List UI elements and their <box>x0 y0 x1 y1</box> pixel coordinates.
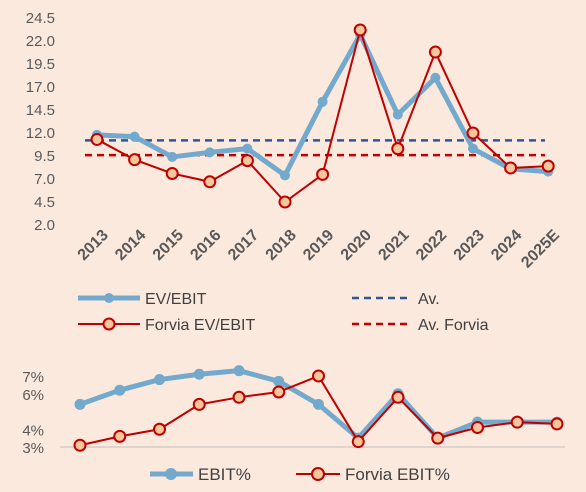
data-point-ev-ebit <box>129 131 140 142</box>
x-tick-label: 2017 <box>225 227 262 264</box>
data-point-ebit <box>273 375 285 387</box>
data-point-forvia-ebit <box>192 397 206 411</box>
data-point-ebit <box>74 398 86 410</box>
data-point-forvia-ebit <box>431 431 445 445</box>
data-point-forvia-ebit <box>391 390 405 404</box>
legend-label-forvia-ev-ebit: Forvia EV/EBIT <box>145 317 255 334</box>
data-point-forvia-ev-ebit <box>90 132 104 146</box>
legend-label-ebit: EBIT% <box>198 465 251 484</box>
x-tick-label: 2018 <box>263 227 300 264</box>
y-tick-label: 24.5 <box>26 10 55 27</box>
legend-label-av: Av. <box>418 291 440 308</box>
data-point-forvia-ev-ebit <box>504 161 518 175</box>
x-tick-label: 2015 <box>150 227 187 264</box>
data-point-ev-ebit <box>242 143 253 154</box>
data-point-forvia-ebit <box>113 429 127 443</box>
data-point-ev-ebit <box>280 170 290 181</box>
data-point-forvia-ebit <box>510 415 524 429</box>
data-point-forvia-ev-ebit <box>203 175 217 189</box>
y-tick-label: 3% <box>22 440 44 457</box>
x-tick-label: 2019 <box>300 227 337 264</box>
data-point-forvia-ev-ebit <box>353 23 367 37</box>
data-point-forvia-ev-ebit <box>316 167 330 181</box>
data-point-ev-ebit <box>167 151 178 162</box>
legend-marker-ebit <box>165 468 177 480</box>
data-point-forvia-ev-ebit <box>278 195 292 209</box>
data-point-forvia-ebit <box>153 422 166 436</box>
y-tick-label: 4.5 <box>34 194 55 211</box>
data-point-forvia-ev-ebit <box>391 142 405 156</box>
data-point-ev-ebit <box>430 72 441 83</box>
data-point-ev-ebit <box>468 143 478 154</box>
data-point-ev-ebit <box>392 109 403 120</box>
x-tick-label: 2025E <box>518 227 563 272</box>
legend-marker-ev-ebit <box>104 293 114 303</box>
y-tick-label: 22.0 <box>26 33 55 50</box>
x-tick-label: 2013 <box>75 227 112 264</box>
data-point-forvia-ev-ebit <box>428 45 442 59</box>
data-point-forvia-ebit <box>232 390 246 404</box>
data-point-forvia-ev-ebit <box>128 153 142 167</box>
y-tick-label: 7.0 <box>34 171 55 188</box>
data-point-ebit <box>154 374 165 386</box>
y-tick-label: 14.5 <box>26 102 55 119</box>
data-point-forvia-ev-ebit <box>240 154 254 168</box>
data-point-forvia-ebit <box>471 420 484 434</box>
x-tick-label: 2023 <box>451 227 488 264</box>
legend-marker-forvia-ebit <box>311 467 325 481</box>
legend-label-ev-ebit: EV/EBIT <box>145 291 207 308</box>
y-tick-label: 4% <box>22 422 44 439</box>
x-tick-label: 2021 <box>375 227 412 264</box>
legend-label-forvia-ebit: Forvia EBIT% <box>345 465 450 484</box>
x-tick-label: 2016 <box>187 227 224 264</box>
data-point-forvia-ev-ebit <box>165 166 179 180</box>
data-point-forvia-ebit <box>550 417 564 431</box>
x-tick-label: 2020 <box>338 227 375 264</box>
y-tick-label: 6% <box>22 387 44 404</box>
data-point-ebit <box>193 368 205 380</box>
y-tick-label: 7% <box>22 369 44 386</box>
data-point-forvia-ebit <box>73 438 87 452</box>
data-point-forvia-ebit <box>312 369 325 383</box>
data-point-forvia-ebit <box>272 385 286 399</box>
data-point-ebit <box>114 384 126 396</box>
legend-label-av-forvia: Av. Forvia <box>418 317 489 334</box>
data-point-ev-ebit <box>204 147 215 158</box>
data-point-ev-ebit <box>317 96 328 107</box>
data-point-ebit <box>233 365 245 377</box>
data-point-forvia-ev-ebit <box>541 159 555 173</box>
data-point-forvia-ev-ebit <box>466 126 480 140</box>
data-point-ebit <box>313 398 324 410</box>
y-tick-label: 9.5 <box>34 148 55 165</box>
series-line-forvia-ebit <box>79 375 558 447</box>
y-tick-label: 17.0 <box>26 79 55 96</box>
y-tick-label: 19.5 <box>26 56 55 73</box>
x-tick-label: 2022 <box>413 227 450 264</box>
y-tick-label: 12.0 <box>26 125 55 142</box>
y-tick-label: 2.0 <box>34 217 55 234</box>
data-point-forvia-ebit <box>351 435 365 449</box>
x-tick-label: 2014 <box>112 227 149 264</box>
legend-marker-forvia-ev-ebit <box>102 317 116 331</box>
